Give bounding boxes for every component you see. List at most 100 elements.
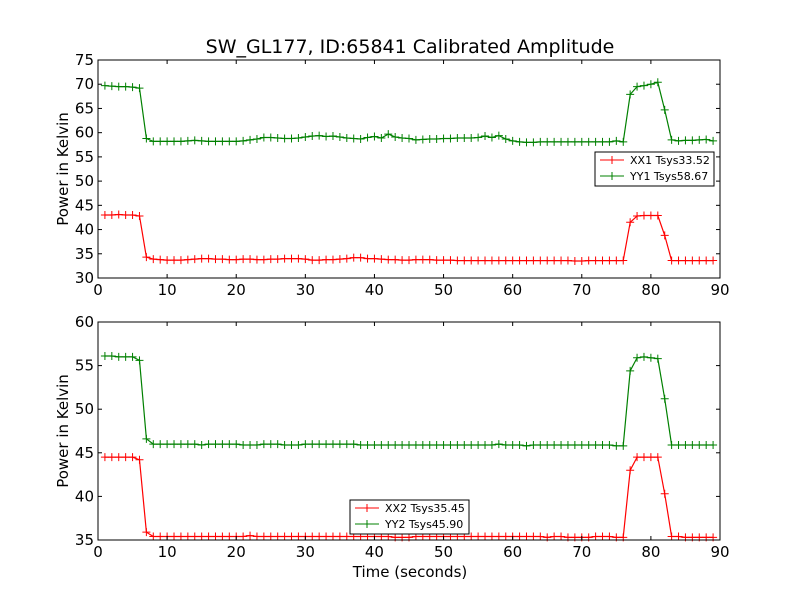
- data-point: [695, 135, 704, 144]
- data-point: [633, 453, 642, 462]
- data-point: [176, 137, 185, 146]
- data-point: [287, 532, 296, 541]
- data-point: [481, 532, 490, 541]
- y-tick-label: 60: [75, 313, 94, 331]
- data-point: [252, 134, 261, 143]
- data-point: [536, 532, 545, 541]
- data-point: [695, 440, 704, 449]
- data-point: [619, 137, 628, 146]
- data-point: [176, 440, 185, 449]
- x-tick-label: 90: [710, 543, 729, 561]
- data-point: [197, 440, 206, 449]
- data-point: [280, 440, 289, 449]
- data-point: [591, 256, 600, 265]
- data-point: [121, 352, 130, 361]
- data-point: [522, 532, 531, 541]
- data-point: [494, 131, 503, 140]
- data-point: [709, 256, 718, 265]
- top-plot-ticks: 0 10 20 30 40 50 60 70 80 90 30 35 40 45 50 55 60 65 70 75: [75, 51, 730, 299]
- data-point: [266, 133, 275, 142]
- data-point: [315, 440, 324, 449]
- data-point: [266, 255, 275, 264]
- data-point: [142, 253, 151, 262]
- data-point: [577, 257, 586, 266]
- data-point: [543, 440, 552, 449]
- data-point: [432, 440, 441, 449]
- data-point: [204, 254, 213, 263]
- data-point: [557, 256, 566, 265]
- data-point: [246, 135, 255, 144]
- data-point: [190, 255, 199, 264]
- data-point: [211, 255, 220, 264]
- data-point: [377, 440, 386, 449]
- data-point: [446, 134, 455, 143]
- data-point: [342, 532, 351, 541]
- data-point: [515, 256, 524, 265]
- data-point: [681, 136, 690, 145]
- data-point: [577, 440, 586, 449]
- data-point: [508, 256, 517, 265]
- data-point: [100, 352, 109, 361]
- data-point: [653, 354, 662, 363]
- data-point: [135, 356, 144, 365]
- data-point: [529, 256, 538, 265]
- data-point: [163, 440, 172, 449]
- data-point: [349, 134, 358, 143]
- data-point: [563, 137, 572, 146]
- data-point: [695, 256, 704, 265]
- data-point: [322, 532, 331, 541]
- data-point: [170, 137, 179, 146]
- data-point: [328, 532, 337, 541]
- data-point: [266, 440, 275, 449]
- top-legend: XX1 Tsys33.52 YY1 Tsys58.67: [594, 151, 715, 187]
- data-point: [660, 231, 669, 240]
- data-point: [674, 440, 683, 449]
- data-point: [639, 453, 648, 462]
- y-tick-label: 70: [75, 75, 94, 93]
- data-point: [536, 137, 545, 146]
- data-point: [204, 440, 213, 449]
- data-point: [259, 532, 268, 541]
- data-point: [225, 440, 234, 449]
- data-point: [508, 440, 517, 449]
- y-tick-label: 55: [75, 357, 94, 375]
- data-point: [639, 352, 648, 361]
- data-point: [163, 256, 172, 265]
- data-point: [391, 440, 400, 449]
- data-point: [598, 137, 607, 146]
- data-point: [453, 133, 462, 142]
- data-point: [135, 84, 144, 93]
- data-point: [287, 134, 296, 143]
- data-point: [204, 532, 213, 541]
- data-point: [411, 440, 420, 449]
- data-point: [377, 255, 386, 264]
- y-tick-label: 45: [75, 196, 94, 214]
- data-point: [563, 440, 572, 449]
- data-point: [107, 453, 116, 462]
- data-point: [467, 532, 476, 541]
- x-tick-label: 10: [158, 281, 177, 299]
- top-y-axis-label: Power in Kelvin: [54, 112, 72, 226]
- data-point: [702, 440, 711, 449]
- data-point: [494, 532, 503, 541]
- data-point: [114, 210, 123, 219]
- data-point: [142, 134, 151, 143]
- data-point: [121, 453, 130, 462]
- data-point: [557, 440, 566, 449]
- data-point: [170, 440, 179, 449]
- data-point: [474, 532, 483, 541]
- data-point: [225, 137, 234, 146]
- data-point: [190, 532, 199, 541]
- data-point: [287, 254, 296, 263]
- data-point: [252, 440, 261, 449]
- data-point: [252, 532, 261, 541]
- data-point: [702, 256, 711, 265]
- data-point: [619, 256, 628, 265]
- data-point: [170, 256, 179, 265]
- data-point: [660, 489, 669, 498]
- data-point: [501, 134, 510, 143]
- data-point: [646, 211, 655, 220]
- data-point: [418, 135, 427, 144]
- data-point: [626, 466, 635, 475]
- data-point: [335, 532, 344, 541]
